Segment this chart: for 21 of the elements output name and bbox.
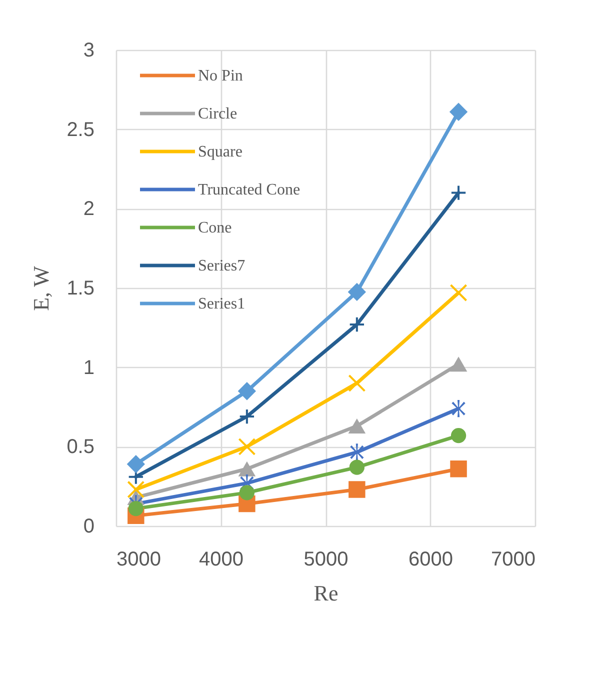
y-axis-title: E, W bbox=[28, 266, 54, 311]
x-tick-label: 6000 bbox=[408, 548, 453, 570]
y-tick-label: 2.5 bbox=[66, 118, 94, 141]
x-tick-label: 5000 bbox=[304, 548, 348, 570]
x-axis-title: Re bbox=[314, 580, 338, 606]
y-tick-label: 0.5 bbox=[66, 436, 94, 458]
legend-label: Truncated Cone bbox=[198, 182, 300, 198]
legend-label: Square bbox=[198, 144, 242, 160]
legend-label: No Pin bbox=[198, 68, 243, 84]
x-tick-label: 7000 bbox=[491, 548, 536, 570]
legend-label: Cone bbox=[198, 220, 232, 236]
y-tick-label: 3 bbox=[83, 40, 94, 62]
x-tick-label: 4000 bbox=[199, 548, 244, 570]
y-tick-label: 2 bbox=[83, 198, 94, 220]
legend-label: Series1 bbox=[198, 296, 246, 312]
y-tick-label: 1 bbox=[83, 356, 94, 379]
legend-label: Series7 bbox=[198, 258, 246, 274]
y-tick-label: 1.5 bbox=[66, 278, 94, 300]
legend-label: Circle bbox=[198, 106, 238, 122]
y-tick-label: 0 bbox=[83, 516, 94, 538]
x-tick-label: 3000 bbox=[116, 548, 161, 570]
